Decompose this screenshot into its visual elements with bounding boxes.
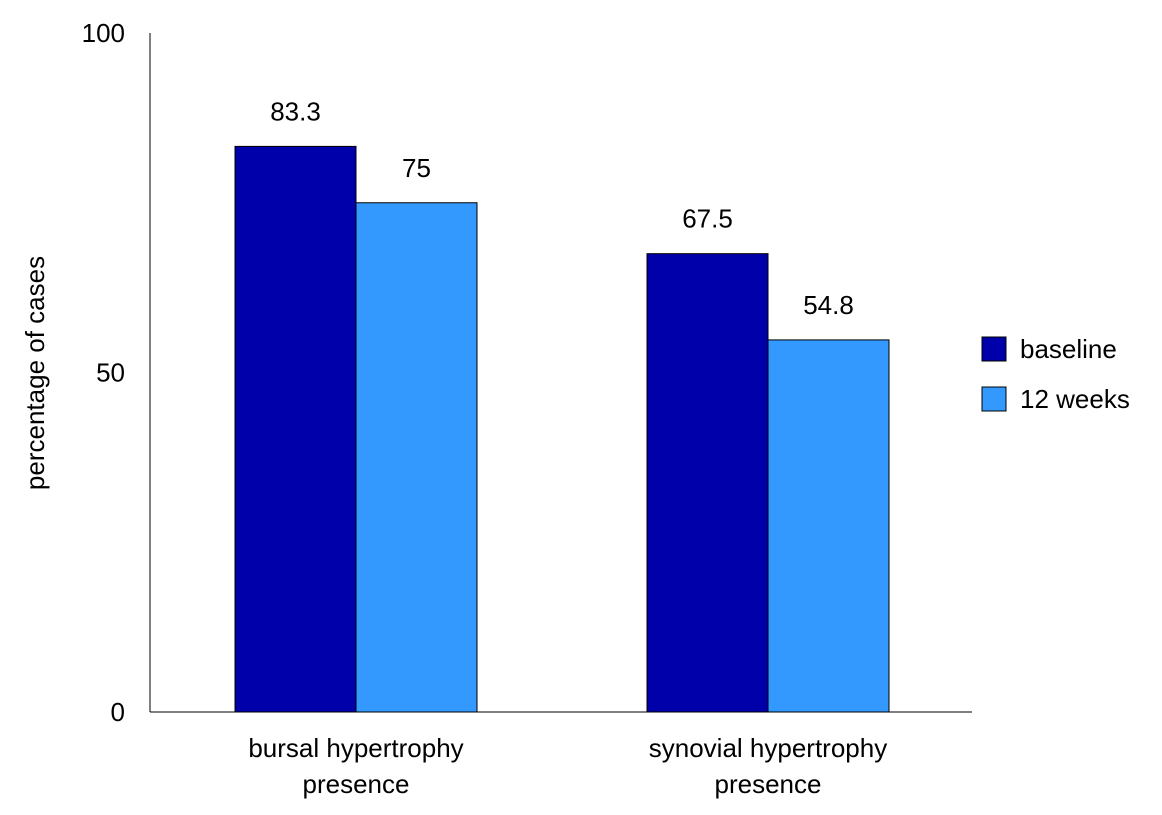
bar-baseline xyxy=(234,145,357,713)
bar-value-label: 67.5 xyxy=(682,204,733,234)
x-category-label: synovial hypertrophy presence xyxy=(649,733,887,799)
y-tick-label: 100 xyxy=(82,18,125,48)
bar-value-label: 54.8 xyxy=(803,290,854,320)
y-tick-label: 0 xyxy=(111,697,125,727)
bar-12-weeks xyxy=(767,339,890,713)
bar-12-weeks xyxy=(355,202,478,713)
x-category-label: bursal hypertrophy presence xyxy=(248,733,463,799)
y-tick-label: 50 xyxy=(96,358,125,388)
y-axis-title: percentage of cases xyxy=(20,256,50,490)
legend-swatch xyxy=(981,386,1007,412)
bar-value-label: 75 xyxy=(402,153,431,183)
bar-value-label: 83.3 xyxy=(270,96,321,126)
legend-label: 12 weeks xyxy=(1020,384,1130,414)
bar-baseline xyxy=(646,253,769,713)
legend-swatch xyxy=(981,336,1007,362)
legend-label: baseline xyxy=(1020,334,1117,364)
